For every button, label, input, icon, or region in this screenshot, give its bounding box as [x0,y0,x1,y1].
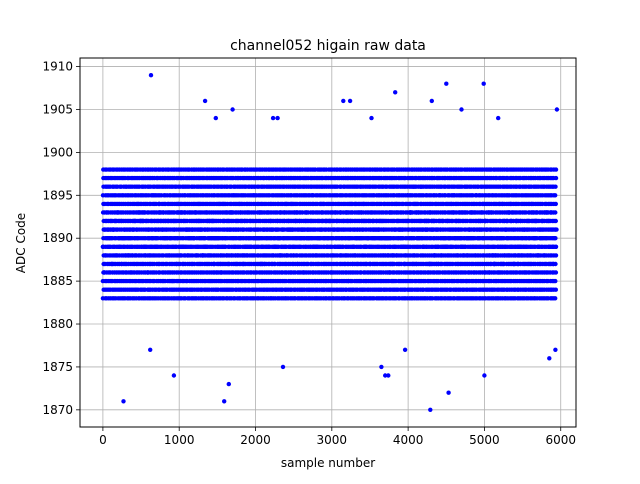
data-point [553,227,558,232]
x-tick-label: 2000 [240,433,271,447]
x-tick-label: 3000 [317,433,348,447]
outlier-point [444,81,449,86]
data-point [553,253,559,258]
outlier-point [428,407,433,412]
outlier-point [270,115,276,121]
outlier-point [481,81,486,86]
y-axis-label: ADC Code [14,213,28,273]
y-tick-label: 1890 [42,231,73,245]
y-tick-label: 1880 [42,317,73,331]
data-point [553,270,559,275]
outlier-point [393,90,398,95]
data-point [553,287,558,292]
data-point [553,244,559,249]
y-tick-label: 1875 [42,360,73,374]
data-point [553,261,558,267]
outlier-point [347,98,353,104]
plot-frame [79,57,577,428]
outlier-point [148,73,154,78]
outlier-point [171,373,177,378]
outlier-point [482,373,487,378]
x-tick-label: 1000 [164,433,195,447]
data-point [553,167,559,172]
data-point [553,218,558,224]
data-point [553,175,559,181]
x-tick-label: 5000 [469,433,500,447]
data-point [553,201,558,207]
outlier-point [402,347,408,352]
data-point [553,236,558,241]
outlier-point [222,399,227,404]
outlier-point [275,115,280,121]
x-tick-label: 4000 [393,433,424,447]
y-tick-label: 1885 [42,274,73,288]
outlier-point [121,399,126,404]
outlier-point [386,373,391,378]
outlier-point [280,364,286,370]
outlier-point [383,373,388,378]
data-point [553,184,558,189]
y-tick-label: 1905 [42,102,73,116]
axis-ticks: 0 1000 2000 3000 4000 5000 6000 1870 1875 1880 188… [42,60,576,447]
y-tick-label: 1910 [42,60,73,74]
outlier-point [446,390,451,395]
outlier-point [429,98,434,104]
outlier-point [369,115,374,121]
y-tick-label: 1900 [42,145,73,159]
outlier-point [230,107,235,112]
x-axis-label: sample number [281,456,375,470]
outlier-point [496,115,501,121]
data-point [553,296,558,301]
outlier-point [379,364,384,370]
x-tick-label: 6000 [545,433,576,447]
outlier-point [459,107,464,112]
data-point [553,278,558,284]
outlier-point [341,98,346,104]
data-points [100,73,560,412]
data-point [553,210,558,215]
x-tick-label: 0 [99,433,107,447]
outlier-point [202,98,208,104]
outlier-point [554,107,560,112]
y-tick-label: 1895 [42,188,73,202]
y-tick-label: 1870 [42,403,73,417]
chart-title: channel052 higain raw data [230,38,426,54]
outlier-point [547,356,552,361]
outlier-point [213,115,218,121]
data-point [553,193,558,198]
outlier-point [148,347,153,352]
outlier-point [553,347,558,352]
outlier-point [226,381,231,387]
